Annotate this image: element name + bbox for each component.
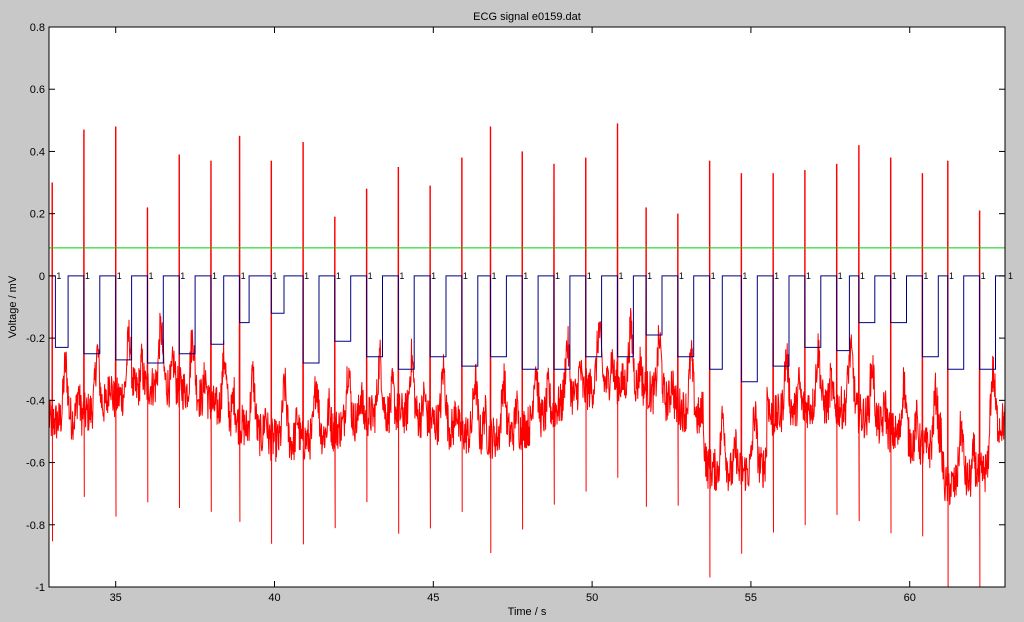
y-tick-label: -0.4 <box>26 395 45 407</box>
beat-marker-14: 1 <box>463 271 468 281</box>
y-tick-label: 0.4 <box>30 146 45 158</box>
beat-marker-16: 1 <box>523 271 528 281</box>
x-tick-label: 55 <box>745 592 757 604</box>
plot-content <box>49 123 1005 587</box>
beat-marker-24: 1 <box>774 271 779 281</box>
beat-marker-3: 1 <box>117 271 122 281</box>
x-tick-label: 45 <box>427 592 439 604</box>
beat-marker-17: 1 <box>555 271 560 281</box>
beat-marker-21: 1 <box>679 271 684 281</box>
beat-marker-20: 1 <box>647 271 652 281</box>
beat-marker-9: 1 <box>304 271 309 281</box>
plot-area <box>49 27 1005 587</box>
beat-marker-30: 1 <box>949 271 954 281</box>
x-tick-label: 35 <box>110 592 122 604</box>
y-tick-label: 0.6 <box>30 84 45 96</box>
tick-layer: 35 40 45 50 55 60 -1 -0.8 -0.6 -0.4 -0.2 0 0.2 0.4 0.6… <box>26 22 1005 604</box>
beat-marker-13: 1 <box>431 271 436 281</box>
beat-marker-27: 1 <box>860 271 865 281</box>
beat-marker-end: 1 <box>1008 271 1013 281</box>
beat-marker-7: 1 <box>241 271 246 281</box>
beat-marker-5: 1 <box>180 271 185 281</box>
beat-marker-4: 1 <box>148 271 153 281</box>
beat-marker-26: 1 <box>838 271 843 281</box>
y-tick-label: -0.2 <box>26 333 45 345</box>
y-axis-label: Voltage / mV <box>7 275 19 338</box>
beat-marker-10: 1 <box>336 271 341 281</box>
y-tick-label: 0.8 <box>30 22 45 34</box>
beat-marker-15: 1 <box>491 271 496 281</box>
beat-marker-2: 1 <box>85 271 90 281</box>
y-tick-label: 0.2 <box>30 209 45 221</box>
y-tick-label: -1 <box>35 582 45 594</box>
series-layer: 1 1 1 1 1 1 1 1 1 1 1 1 1 1 1 1 1 1 1 1 1 1 1 1 1 1 1 1 1 1 1 1 <box>49 123 1013 587</box>
x-tick-label: 60 <box>904 592 916 604</box>
beat-marker-1: 1 <box>56 271 61 281</box>
beat-marker-11: 1 <box>368 271 373 281</box>
beat-marker-29: 1 <box>923 271 928 281</box>
beat-marker-31: 1 <box>981 271 986 281</box>
y-tick-label: -0.8 <box>26 520 45 532</box>
ecg-signal-line <box>49 123 1005 587</box>
beat-marker-22: 1 <box>711 271 716 281</box>
x-tick-label: 40 <box>268 592 280 604</box>
beat-marker-25: 1 <box>806 271 811 281</box>
y-tick-label: -0.6 <box>26 458 45 470</box>
beat-marker-19: 1 <box>619 271 624 281</box>
beat-marker-6: 1 <box>212 271 217 281</box>
beat-marker-18: 1 <box>587 271 592 281</box>
beat-marker-8: 1 <box>272 271 277 281</box>
y-tick-label: 0 <box>39 271 45 283</box>
x-tick-label: 50 <box>586 592 598 604</box>
plot-frame <box>48 26 1006 588</box>
x-axis-label: Time / s <box>508 606 547 618</box>
beat-detection-line <box>49 275 1005 383</box>
beat-marker-23: 1 <box>742 271 747 281</box>
chart-title: ECG signal e0159.dat <box>473 11 581 23</box>
beat-marker-28: 1 <box>892 271 897 281</box>
beat-marker-12: 1 <box>399 271 404 281</box>
